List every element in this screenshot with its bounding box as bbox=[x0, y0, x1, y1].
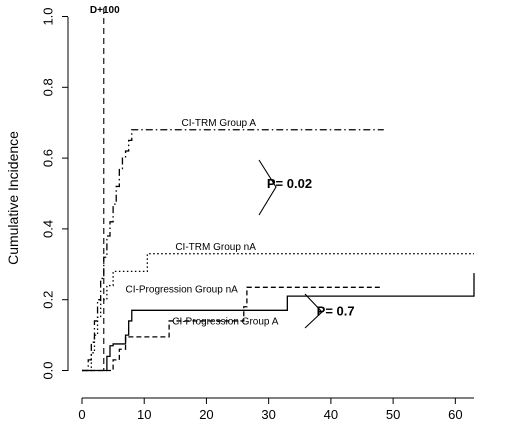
x-tick-label: 0 bbox=[78, 407, 85, 422]
x-tick-label: 20 bbox=[199, 407, 213, 422]
pvalue-brace bbox=[304, 293, 323, 329]
y-tick-label: 1.0 bbox=[41, 7, 56, 25]
pvalue-label: P= 0.7 bbox=[317, 303, 355, 318]
y-tick-label: 0.8 bbox=[41, 78, 56, 96]
y-tick-label: 0.6 bbox=[41, 149, 56, 167]
y-ticks: 0.0 0.2 0.4 0.6 0.8 1.0 bbox=[41, 7, 68, 380]
series-annotation: CI-Progression Group A bbox=[172, 316, 278, 327]
plot-frame bbox=[67, 17, 474, 399]
series-line-ci-progression-group-a bbox=[82, 286, 381, 372]
x-tick-label: 40 bbox=[324, 407, 338, 422]
d100-reference-line-group: D+100 bbox=[90, 5, 120, 371]
series-line-ci-progression-group-na bbox=[82, 273, 475, 372]
series-annotations: CI-TRM Group A CI-TRM Group nA CI-Progress… bbox=[126, 118, 279, 327]
y-tick-label: 0.4 bbox=[41, 220, 56, 238]
pvalue-label: P= 0.02 bbox=[267, 176, 312, 191]
series-annotation: CI-TRM Group A bbox=[182, 118, 257, 129]
x-tick-label: 30 bbox=[261, 407, 275, 422]
series-lines bbox=[82, 129, 475, 372]
x-ticks: 0 10 20 30 40 50 60 bbox=[78, 398, 463, 422]
y-axis-title: Cumulative Incidence bbox=[5, 131, 21, 265]
y-tick-label: 0.2 bbox=[41, 291, 56, 309]
x-tick-label: 50 bbox=[386, 407, 400, 422]
x-tick-label: 10 bbox=[137, 407, 151, 422]
series-line-ci-trm-group-na bbox=[82, 253, 474, 372]
d100-label: D+100 bbox=[90, 5, 120, 16]
series-annotation: CI-Progression Group nA bbox=[126, 285, 239, 296]
y-tick-label: 0.0 bbox=[41, 361, 56, 379]
pvalue-braces: P= 0.02 P= 0.7 bbox=[258, 159, 355, 329]
x-tick-label: 60 bbox=[448, 407, 462, 422]
series-annotation: CI-TRM Group nA bbox=[175, 242, 256, 253]
pvalue-brace bbox=[258, 159, 277, 216]
